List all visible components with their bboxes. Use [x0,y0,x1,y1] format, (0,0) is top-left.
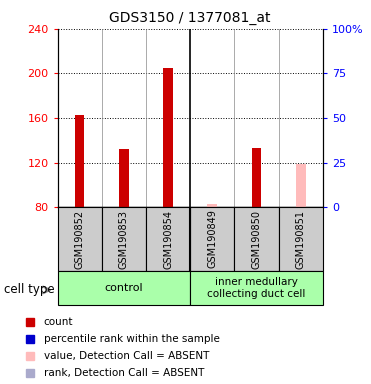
Text: rank, Detection Call = ABSENT: rank, Detection Call = ABSENT [44,367,204,377]
Text: percentile rank within the sample: percentile rank within the sample [44,334,220,344]
Bar [102,207,146,271]
Bar [190,207,234,271]
Bar [119,149,129,207]
Text: count: count [44,317,73,327]
Text: GSM190851: GSM190851 [296,210,306,268]
Bar [207,204,217,207]
Bar [190,271,323,305]
Text: GSM190850: GSM190850 [252,210,262,268]
Text: GSM190852: GSM190852 [75,210,85,268]
Text: GSM190853: GSM190853 [119,210,129,268]
Text: value, Detection Call = ABSENT: value, Detection Call = ABSENT [44,351,209,361]
Bar [58,271,190,305]
Bar [163,68,173,207]
Title: GDS3150 / 1377081_at: GDS3150 / 1377081_at [109,11,271,25]
Bar [146,207,190,271]
Text: GSM190854: GSM190854 [163,210,173,268]
Bar [234,207,279,271]
Text: cell type: cell type [4,283,54,296]
Text: GSM190849: GSM190849 [207,210,217,268]
Bar [252,148,261,207]
Bar [75,115,85,207]
Bar [296,164,306,207]
Text: inner medullary
collecting duct cell: inner medullary collecting duct cell [207,277,306,299]
Bar [58,207,102,271]
Bar [279,207,323,271]
Text: control: control [105,283,143,293]
